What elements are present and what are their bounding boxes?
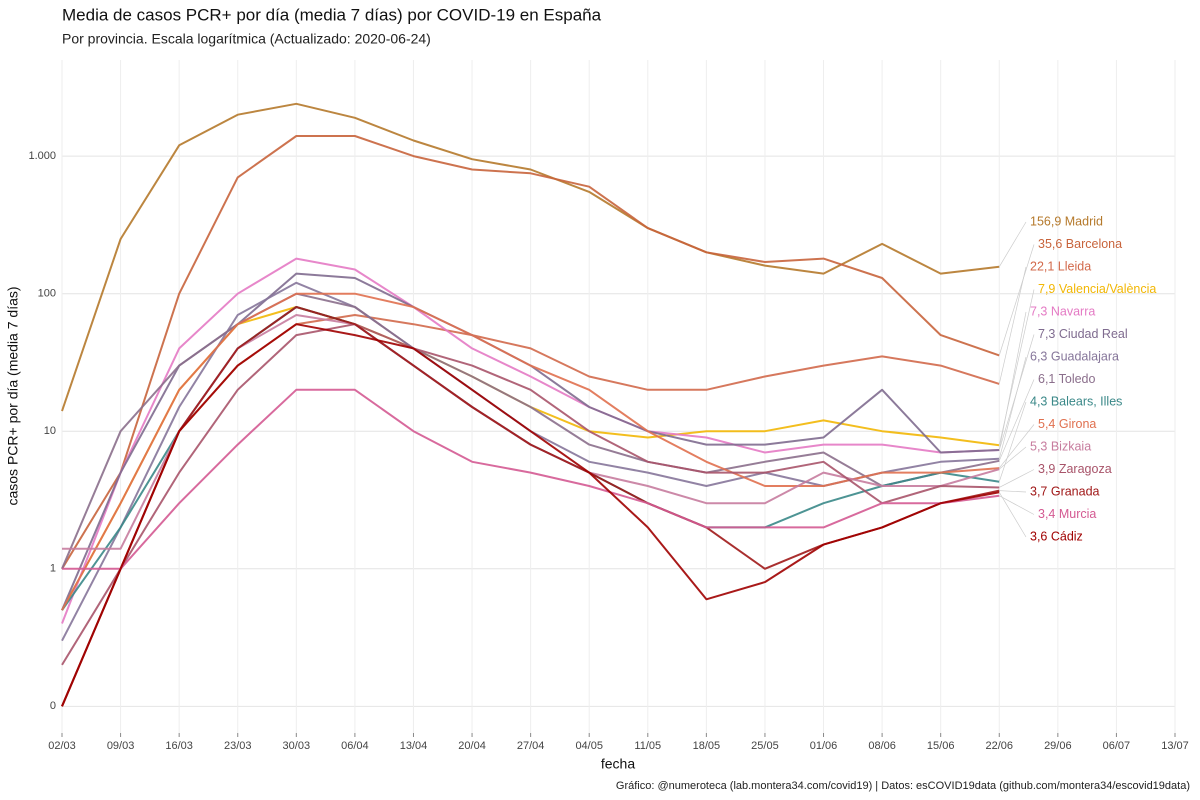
label-leader (998, 356, 1027, 459)
series-line (61, 102, 1000, 412)
x-tick-label: 23/03 (224, 740, 252, 752)
series-label: 4,3 Balears, Illes (1030, 394, 1122, 408)
x-tick-label: 11/05 (634, 740, 661, 752)
x-tick-label: 15/06 (927, 740, 955, 752)
series-label: 3,4 Murcia (1038, 507, 1096, 521)
label-leader (999, 495, 1035, 515)
series-line (61, 292, 1000, 570)
label-leader (999, 446, 1027, 470)
chart-title: Media de casos PCR+ por día (media 7 día… (62, 5, 602, 24)
x-tick-label: 22/06 (985, 740, 1013, 752)
series-line (62, 388, 1000, 570)
label-leader (999, 469, 1035, 488)
series-label: 35,6 Barcelona (1038, 237, 1122, 251)
series-line (61, 323, 1000, 707)
series-line (61, 135, 1000, 570)
x-tick-label: 13/04 (400, 740, 428, 752)
x-tick-label: 01/06 (810, 740, 838, 752)
series-label: 7,3 Navarra (1030, 304, 1095, 318)
label-leader (998, 492, 1027, 538)
x-tick-label: 08/06 (868, 740, 896, 752)
x-tick-label: 06/04 (341, 740, 369, 752)
x-tick-label: 30/03 (283, 740, 311, 752)
x-tick-label: 06/07 (1103, 740, 1131, 752)
x-tick-label: 02/03 (48, 740, 76, 752)
series-label: 5,4 Girona (1038, 417, 1096, 431)
x-tick-label: 16/03 (165, 740, 193, 752)
y-tick-label: 0 (50, 700, 56, 712)
series-label: 3,7 Granada (1030, 484, 1100, 498)
label-leader (998, 424, 1035, 469)
x-tick-label: 20/04 (458, 740, 486, 752)
series-label: 6,3 Guadalajara (1030, 349, 1119, 363)
y-tick-label: 10 (44, 425, 56, 437)
label-leader (998, 244, 1035, 356)
series-line (61, 292, 1000, 611)
series-label: 156,9 Madrid (1030, 214, 1103, 228)
series-line (61, 257, 1000, 624)
series-label: 7,9 Valencia/València (1038, 282, 1156, 296)
y-tick-label: 1.000 (28, 150, 56, 162)
chart-subtitle: Por provincia. Escala logarítmica (Actua… (62, 31, 431, 47)
x-tick-label: 09/03 (107, 740, 135, 752)
series-label: 7,3 Ciudad Real (1038, 327, 1128, 341)
label-leader (998, 311, 1027, 451)
x-tick-label: 29/06 (1044, 740, 1072, 752)
y-tick-label: 1 (50, 563, 56, 575)
x-axis-title: fecha (601, 756, 635, 772)
label-leader (998, 401, 1027, 482)
series-label: 3,9 Zaragoza (1038, 462, 1112, 476)
series-line (61, 323, 1000, 666)
series-label: 6,1 Toledo (1038, 372, 1096, 386)
y-axis-title: casos PCR+ por día (media 7 días) (5, 286, 21, 505)
x-tick-label: 25/05 (751, 740, 779, 752)
series-label: 22,1 Lleida (1030, 259, 1091, 273)
caption: Gráfico: @numeroteca (lab.montera34.com/… (616, 780, 1190, 792)
label-leader (998, 221, 1027, 267)
y-tick-label: 100 (38, 288, 56, 300)
label-leader (998, 379, 1035, 461)
label-leader (998, 266, 1027, 384)
series-label: 5,3 Bizkaia (1030, 439, 1091, 453)
x-tick-label: 13/07 (1161, 740, 1189, 752)
x-tick-label: 27/04 (517, 740, 545, 752)
x-tick-label: 18/05 (693, 740, 721, 752)
series-label: 3,6 Cádiz (1030, 529, 1083, 543)
label-leader (999, 490, 1027, 493)
x-tick-label: 04/05 (575, 740, 603, 752)
